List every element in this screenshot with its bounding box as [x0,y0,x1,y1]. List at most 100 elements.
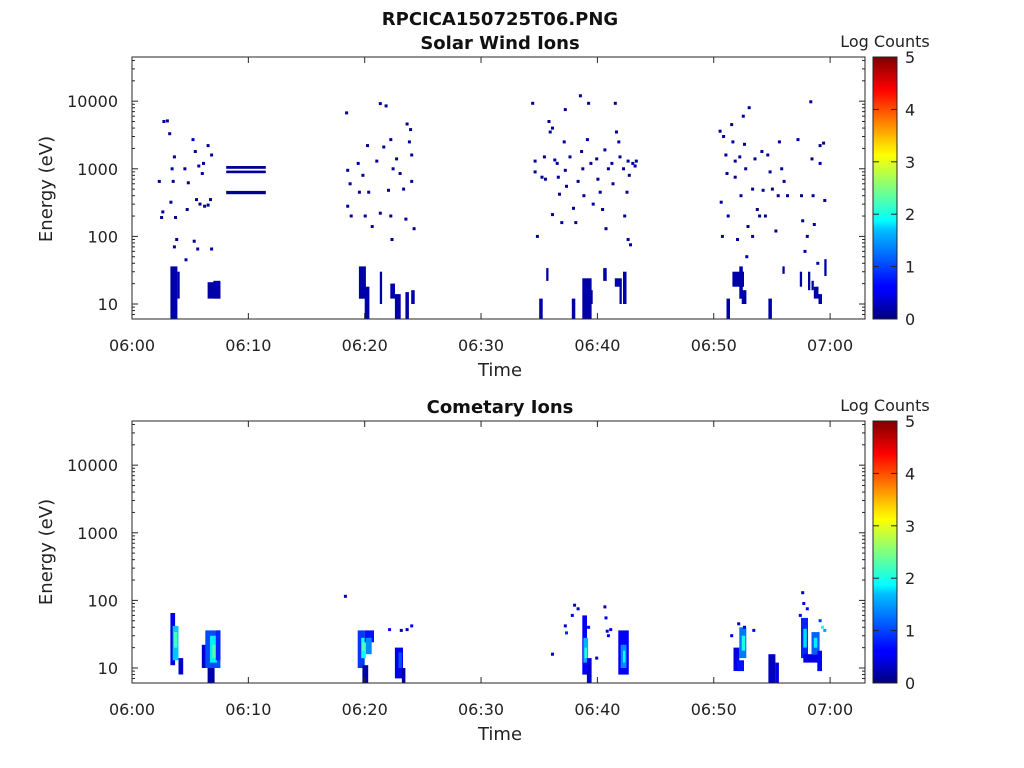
x-tick-label: 06:20 [342,700,388,719]
heatmap-cell [548,130,552,134]
heatmap-band [215,630,221,661]
heatmap-cell [595,656,599,660]
heatmap-cell [810,157,814,161]
heatmap-cell [203,204,207,208]
plot-frame [131,420,866,684]
heatmap-band [212,644,216,659]
heatmap-cell [617,140,621,144]
heatmap-cell [761,188,765,192]
heatmap-cell [209,198,212,202]
heatmap-cell [366,144,369,148]
heatmap-cell [722,135,726,138]
heatmap-cell [782,179,786,183]
heatmap-cell [741,114,745,118]
heatmap-cell [172,155,176,159]
heatmap-cell [805,234,809,238]
heatmap-cell [565,184,568,188]
heatmap-band [813,286,819,299]
heatmap-cell [378,211,382,215]
heatmap-cell [768,170,772,174]
heatmap-band [603,268,607,281]
heatmap-cell [739,194,743,198]
colorbar-tick-label: 0 [905,310,915,329]
heatmap-band [775,662,779,683]
x-tick-label: 07:00 [807,336,853,355]
heatmap-band [741,290,747,304]
x-tick-label: 06:20 [342,336,388,355]
heatmap-cell [547,120,551,123]
heatmap-cell [563,108,567,112]
heatmap-cell [404,217,408,221]
heatmap-cell [758,214,762,218]
y-tick-label: 1000 [77,524,118,543]
heatmap-cell [623,214,627,218]
heatmap-cell [407,140,411,144]
heatmap-band [768,298,772,319]
heatmap-cell [387,188,390,192]
heatmap-band [365,637,372,655]
heatmap-cell [587,625,591,629]
heatmap-cell [175,238,179,241]
heatmap-cell [398,172,402,175]
heatmap-band [226,170,266,174]
heatmap-cell [576,607,580,611]
heatmap-cell [346,168,350,172]
heatmap-cell [410,179,414,183]
heatmap-cell [345,111,349,115]
heatmap-cell [162,120,166,123]
heatmap-cell [343,594,347,598]
heatmap-band [398,652,402,668]
heatmap-cell [743,142,746,146]
panel-title: Solar Wind Ions [420,33,579,54]
heatmap-cell [733,159,737,163]
panel-title: Cometary Ions [427,397,574,418]
heatmap-cell [796,138,800,142]
heatmap-cell [389,138,393,142]
heatmap-band [207,668,215,683]
heatmap-cell [801,219,805,223]
heatmap-band [623,650,626,663]
heatmap-cell [798,613,802,617]
heatmap-cell [720,234,724,238]
heatmap-cell [626,159,630,163]
heatmap-band [732,271,744,287]
heatmap-cell [744,167,748,171]
heatmap-cell [746,225,750,228]
heatmap-band [394,294,401,319]
heatmap-cell [578,94,582,98]
colorbar-tick-label: 5 [905,48,915,67]
heatmap-cell [603,605,607,609]
colorbar [872,420,898,684]
heatmap-band [586,658,592,683]
heatmap-cell [752,628,756,632]
colorbar [872,56,898,320]
heatmap-cell [544,177,547,181]
heatmap-cell [736,238,739,241]
heatmap-cell [604,227,608,231]
heatmap-cell [570,613,574,617]
heatmap-band [226,166,266,169]
heatmap-cell [551,652,554,656]
heatmap-cell [563,168,567,172]
heatmap-band [226,190,266,195]
heatmap-cell [595,157,599,161]
heatmap-cell [186,181,190,185]
heatmap-cell [818,161,822,165]
heatmap-cell [803,249,807,253]
heatmap-cell [606,634,610,638]
heatmap-cell [615,130,618,134]
heatmap-cell [726,214,730,218]
heatmap-cell [805,607,809,611]
heatmap-cell [823,199,827,202]
heatmap-cell [601,208,605,211]
heatmap-cell [171,179,175,183]
heatmap-cell [168,132,172,136]
heatmap-cell [822,141,826,145]
heatmap-cell [184,258,188,262]
heatmap-cell [753,157,757,161]
heatmap-cell [605,629,609,633]
heatmap-cell [560,221,564,225]
heatmap-cell [200,172,204,175]
colorbar-tick-label: 0 [905,674,915,693]
x-tick-label: 06:00 [109,336,155,355]
